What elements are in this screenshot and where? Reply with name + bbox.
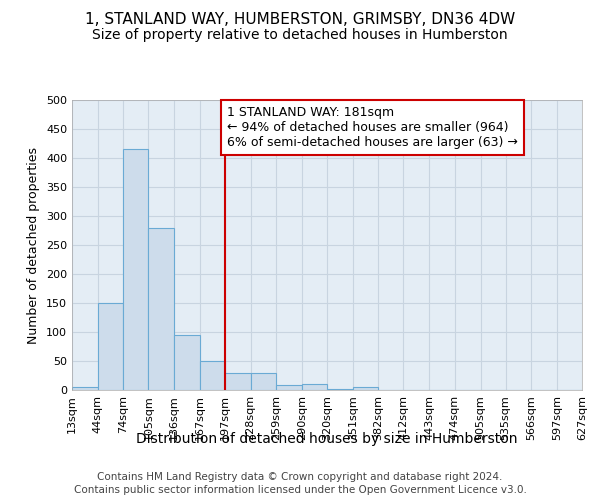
Bar bbox=[98, 303, 122, 390]
Bar bbox=[225, 372, 251, 390]
Bar bbox=[353, 387, 379, 390]
Bar bbox=[148, 228, 174, 390]
Bar bbox=[174, 335, 200, 390]
Bar bbox=[200, 361, 225, 390]
Bar bbox=[122, 150, 148, 390]
Text: Size of property relative to detached houses in Humberston: Size of property relative to detached ho… bbox=[92, 28, 508, 42]
Bar bbox=[302, 384, 327, 390]
Y-axis label: Number of detached properties: Number of detached properties bbox=[28, 146, 40, 344]
Text: 1, STANLAND WAY, HUMBERSTON, GRIMSBY, DN36 4DW: 1, STANLAND WAY, HUMBERSTON, GRIMSBY, DN… bbox=[85, 12, 515, 28]
Text: 1 STANLAND WAY: 181sqm
← 94% of detached houses are smaller (964)
6% of semi-det: 1 STANLAND WAY: 181sqm ← 94% of detached… bbox=[227, 106, 518, 149]
Text: Contains HM Land Registry data © Crown copyright and database right 2024.: Contains HM Land Registry data © Crown c… bbox=[97, 472, 503, 482]
Text: Contains public sector information licensed under the Open Government Licence v3: Contains public sector information licen… bbox=[74, 485, 526, 495]
Bar bbox=[72, 387, 98, 390]
Text: Distribution of detached houses by size in Humberston: Distribution of detached houses by size … bbox=[136, 432, 518, 446]
Bar bbox=[251, 372, 277, 390]
Bar bbox=[277, 386, 302, 390]
